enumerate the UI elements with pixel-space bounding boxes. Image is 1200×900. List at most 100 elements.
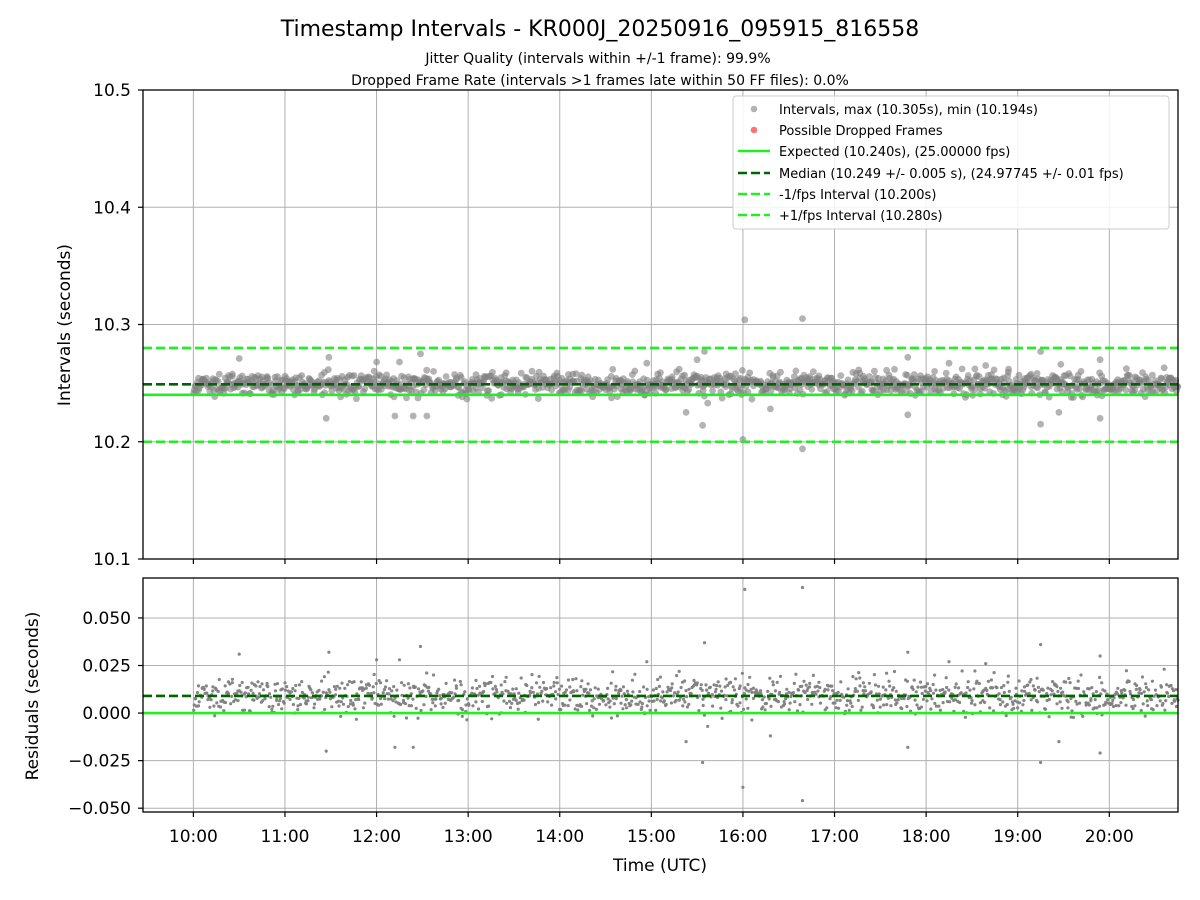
data-point	[335, 684, 339, 688]
data-point	[1128, 689, 1132, 693]
data-point	[620, 694, 624, 698]
outlier-point	[1096, 356, 1104, 364]
data-point	[664, 702, 668, 707]
data-point	[458, 679, 462, 684]
data-point	[1149, 698, 1153, 702]
data-point	[1131, 386, 1139, 394]
data-point	[990, 366, 998, 374]
data-point	[677, 698, 682, 702]
data-point	[531, 690, 536, 694]
data-point	[212, 704, 216, 708]
data-point	[1026, 683, 1030, 687]
data-point	[621, 685, 626, 689]
data-point	[1111, 704, 1116, 709]
data-point	[588, 708, 592, 713]
data-point	[1124, 669, 1128, 673]
data-point	[413, 685, 417, 689]
data-point	[668, 373, 676, 381]
data-point	[580, 704, 584, 709]
data-point	[230, 681, 234, 685]
residuals-points	[192, 585, 1180, 803]
data-point	[706, 724, 710, 729]
data-point	[510, 701, 514, 706]
data-point	[246, 692, 251, 696]
data-point	[1002, 690, 1006, 695]
data-point	[711, 704, 715, 708]
data-point	[216, 689, 220, 694]
data-point	[223, 684, 227, 688]
data-point	[568, 698, 572, 702]
data-point	[971, 365, 979, 373]
data-point	[970, 699, 974, 703]
data-point	[1174, 704, 1178, 709]
data-point	[739, 367, 746, 374]
data-point	[816, 689, 820, 693]
data-point	[945, 685, 949, 690]
data-point	[718, 684, 722, 688]
outlier-point	[768, 734, 773, 738]
data-point	[677, 669, 681, 674]
data-point	[556, 693, 560, 697]
data-point	[340, 681, 344, 685]
data-point	[256, 680, 260, 684]
data-point	[330, 705, 334, 709]
data-point	[404, 716, 409, 720]
outlier-point	[645, 660, 649, 664]
data-point	[483, 682, 487, 686]
data-point	[261, 699, 265, 703]
data-point	[395, 688, 399, 692]
data-point	[682, 697, 686, 701]
data-point	[746, 706, 750, 710]
data-point	[751, 686, 756, 690]
x-tick-label: 11:00	[260, 827, 309, 847]
data-point	[608, 699, 612, 703]
data-point	[766, 689, 770, 694]
data-point	[1145, 699, 1149, 703]
data-point	[485, 387, 492, 394]
data-point	[495, 690, 499, 694]
residuals-reference-lines	[143, 694, 1178, 715]
data-point	[771, 680, 775, 684]
x-tick-label: 15:00	[627, 827, 676, 847]
data-point	[1087, 687, 1091, 691]
data-point	[902, 697, 906, 701]
data-point	[1140, 675, 1145, 679]
data-point	[747, 689, 751, 693]
data-point	[647, 699, 651, 703]
x-tick-label: 17:00	[810, 827, 859, 847]
x-tick-label: 16:00	[718, 827, 767, 847]
data-point	[298, 372, 306, 379]
data-point	[1036, 685, 1040, 690]
data-point	[792, 681, 796, 686]
data-point	[905, 679, 910, 683]
data-point	[564, 688, 569, 692]
data-point	[893, 698, 898, 702]
data-point	[683, 700, 687, 704]
data-point	[826, 688, 830, 692]
data-point	[591, 714, 595, 718]
data-point	[392, 685, 396, 689]
data-point	[861, 681, 866, 685]
data-point	[881, 685, 885, 689]
x-tick-label: 10:00	[169, 827, 218, 847]
data-point	[968, 688, 972, 692]
data-point	[371, 685, 375, 689]
data-point	[228, 682, 232, 686]
data-point	[833, 701, 837, 705]
data-point	[992, 709, 996, 713]
data-point	[273, 689, 278, 693]
data-point	[554, 690, 558, 694]
data-point	[278, 699, 282, 703]
data-point	[803, 691, 807, 695]
data-point	[1016, 706, 1020, 710]
data-point	[639, 707, 643, 712]
data-point	[489, 368, 496, 376]
data-point	[701, 703, 705, 708]
data-point	[533, 702, 538, 707]
data-point	[1155, 704, 1159, 708]
data-point	[439, 702, 443, 706]
data-point	[1029, 698, 1033, 702]
data-point	[1076, 686, 1081, 691]
data-point	[608, 705, 612, 709]
data-point	[586, 682, 590, 686]
